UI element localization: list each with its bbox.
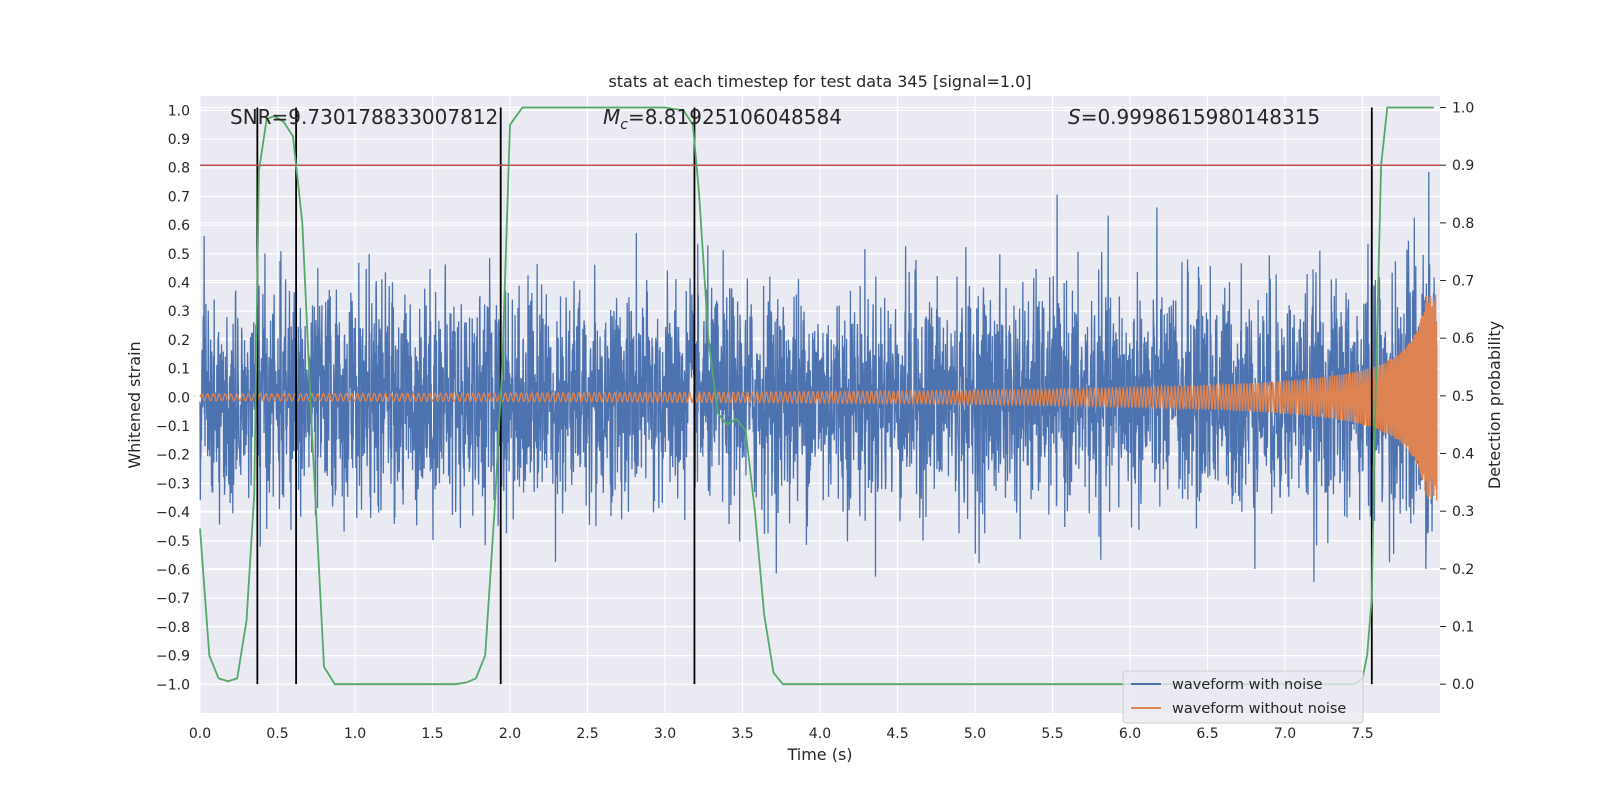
x-tick-label: 0.5: [266, 726, 288, 742]
y-left-tick-label: 0.4: [168, 276, 190, 292]
annotation-s: S=0.9998615980148315: [1068, 105, 1320, 129]
annotation-s-symbol: S: [1068, 105, 1081, 129]
y-left-tick-label: −0.2: [156, 448, 190, 464]
y-left-tick-label: 0.9: [168, 132, 190, 148]
y-left-tick-label: 0.7: [168, 189, 190, 205]
legend: waveform with noise waveform without noi…: [1122, 670, 1364, 724]
x-tick-label: 1.0: [344, 726, 366, 742]
x-tick-label: 7.5: [1351, 726, 1373, 742]
x-tick-label: 6.0: [1119, 726, 1141, 742]
y-axis-label-right: Detection probability: [1485, 321, 1504, 489]
y-right-tick-label: 0.2: [1452, 562, 1474, 578]
y-right-tick-label: 0.1: [1452, 620, 1474, 636]
legend-box: [1122, 670, 1364, 724]
y-right-tick-label: 0.5: [1452, 389, 1474, 405]
y-left-tick-label: −0.9: [156, 649, 190, 665]
chart-title: stats at each timestep for test data 345…: [608, 72, 1031, 91]
x-tick-label: 2.0: [499, 726, 521, 742]
annotation-mc-symbol: M: [603, 105, 620, 129]
y-left-tick-label: −0.8: [156, 620, 190, 636]
y-right-tick-label: 0.7: [1452, 274, 1474, 290]
y-left-tick-label: 0.3: [168, 304, 190, 320]
x-tick-label: 1.5: [421, 726, 443, 742]
x-tick-label: 2.5: [576, 726, 598, 742]
y-right-tick-label: 0.0: [1452, 677, 1474, 693]
x-tick-label: 3.0: [654, 726, 676, 742]
y-left-tick-label: −0.1: [156, 419, 190, 435]
y-right-tick-label: 0.4: [1452, 447, 1474, 463]
x-tick-label: 6.5: [1196, 726, 1218, 742]
y-left-tick-label: 0.5: [168, 247, 190, 263]
y-right-tick-label: 1.0: [1452, 101, 1474, 117]
annotation-mc-value: =8.81925106048584: [628, 105, 842, 129]
y-left-tick-label: 1.0: [168, 103, 190, 119]
annotation-mc: Mc=8.81925106048584: [603, 105, 842, 133]
y-left-tick-label: −0.6: [156, 563, 190, 579]
x-tick-label: 5.0: [964, 726, 986, 742]
y-left-tick-label: 0.2: [168, 333, 190, 349]
y-right-tick-label: 0.8: [1452, 216, 1474, 232]
x-tick-label: 3.5: [731, 726, 753, 742]
y-right-tick-label: 0.9: [1452, 158, 1474, 174]
y-axis-label-left: Whitened strain: [125, 341, 144, 468]
y-left-tick-label: −1.0: [156, 677, 190, 693]
annotation-snr: SNR=9.730178833007812: [230, 105, 498, 129]
y-left-tick-label: 0.0: [168, 390, 190, 406]
y-right-tick-label: 0.3: [1452, 504, 1474, 520]
y-right-tick-label: 0.6: [1452, 331, 1474, 347]
x-tick-label: 7.0: [1274, 726, 1296, 742]
annotation-mc-sub: c: [620, 117, 628, 133]
x-tick-label: 4.0: [809, 726, 831, 742]
series-line-clean: [199, 294, 1438, 501]
y-left-tick-label: 0.1: [168, 362, 190, 378]
x-axis-label: Time (s): [786, 745, 852, 764]
y-left-tick-label: 0.8: [168, 161, 190, 177]
y-left-tick-label: −0.7: [156, 591, 190, 607]
x-tick-label: 4.5: [886, 726, 908, 742]
x-tick-label: 5.5: [1041, 726, 1063, 742]
axis-ticks: 0.0 0.5 1.0 1.5 2.0 2.5 3.0 3.5 4.0 4.5 5.0 5.5 6.0 6…: [156, 101, 1474, 742]
y-left-tick-label: −0.5: [156, 534, 190, 550]
y-left-tick-label: 0.6: [168, 218, 190, 234]
x-tick-label: 0.0: [189, 726, 211, 742]
legend-label-clean: waveform without noise: [1172, 701, 1346, 717]
legend-label-noise: waveform with noise: [1172, 677, 1323, 693]
y-left-tick-label: −0.3: [156, 476, 190, 492]
y-left-tick-label: −0.4: [156, 505, 190, 521]
annotation-s-value: =0.9998615980148315: [1081, 105, 1320, 129]
